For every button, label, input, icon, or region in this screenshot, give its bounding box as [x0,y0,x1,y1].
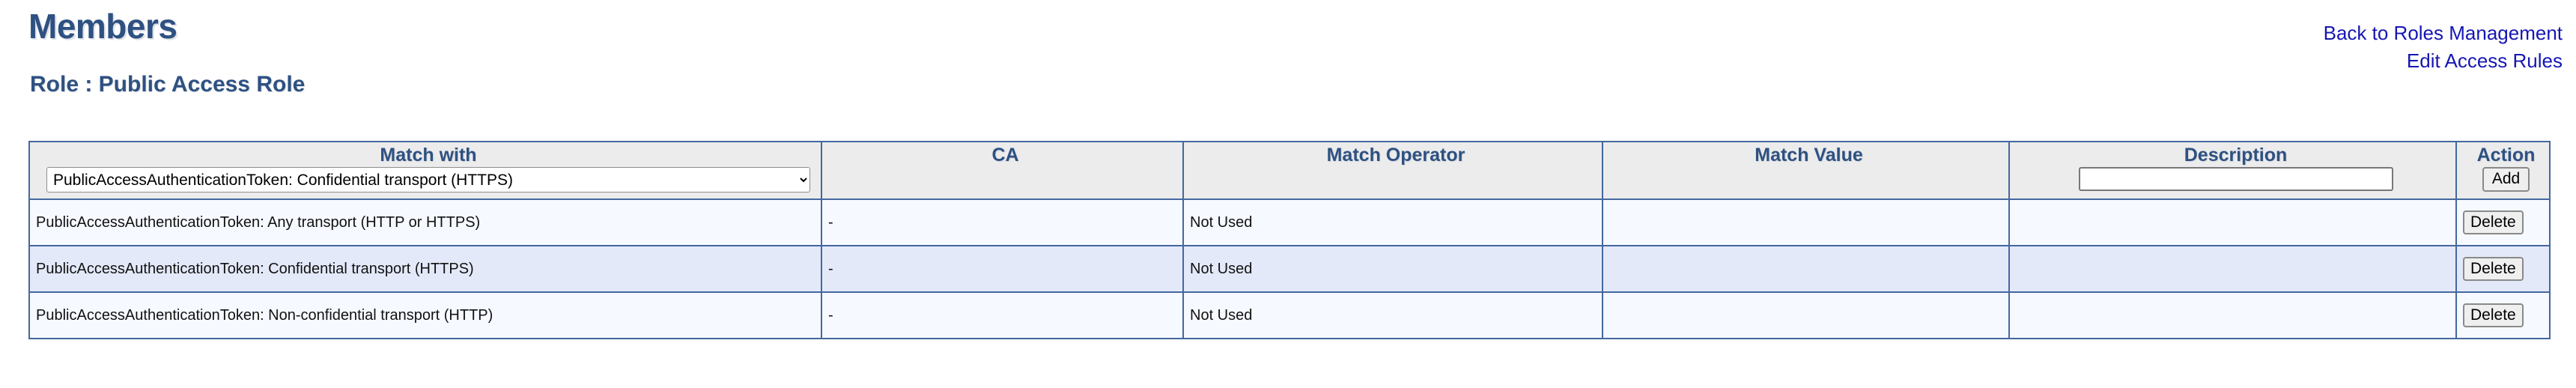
cell-ca: - [821,291,1184,340]
add-match-with-field: PublicAccessAuthenticationToken: Any tra… [36,167,821,193]
column-header-description: Description [2008,140,2457,201]
column-header-match-operator: Match Operator [1182,140,1603,201]
page-title: Members [28,7,177,46]
access-rules-table: Match with PublicAccessAuthenticationTok… [28,140,2551,340]
column-label-match-operator: Match Operator [1326,145,1465,166]
cell-action: Delete [2455,245,2551,294]
description-input[interactable] [2078,167,2393,192]
table-body: PublicAccessAuthenticationToken: Any tra… [28,198,2551,340]
cell-match-value [1602,245,2010,294]
cell-match-value [1602,198,2010,247]
cell-match-operator: Not Used [1182,198,1603,247]
add-ca-field [828,167,1182,193]
delete-button[interactable]: Delete [2463,303,2524,328]
table-row: PublicAccessAuthenticationToken: Any tra… [28,198,2551,247]
match-with-select[interactable]: PublicAccessAuthenticationToken: Any tra… [46,167,810,193]
cell-ca: - [821,245,1184,294]
cell-description [2008,245,2457,294]
table-header-row: Match with PublicAccessAuthenticationTok… [28,140,2551,201]
add-action-field: Add [2463,167,2549,193]
table-row: PublicAccessAuthenticationToken: Confide… [28,245,2551,294]
cell-match-operator: Not Used [1182,291,1603,340]
delete-button[interactable]: Delete [2463,210,2524,235]
cell-match-with: PublicAccessAuthenticationToken: Non-con… [28,291,822,340]
cell-description [2008,291,2457,340]
add-match-value-field [1609,167,2008,193]
add-description-field [2016,167,2455,193]
column-header-match-value: Match Value [1602,140,2010,201]
column-header-action: Action Add [2455,140,2551,201]
page-header: Members Role : Public Access Role Back t… [0,0,2576,131]
column-label-match-with: Match with [380,145,477,166]
column-label-match-value: Match Value [1755,145,1863,166]
back-to-roles-management-link[interactable]: Back to Roles Management [2323,22,2563,44]
column-header-ca: CA [821,140,1184,201]
cell-description [2008,198,2457,247]
delete-button[interactable]: Delete [2463,257,2524,282]
role-subtitle: Role : Public Access Role [30,72,306,97]
cell-match-with: PublicAccessAuthenticationToken: Any tra… [28,198,822,247]
column-label-ca: CA [991,145,1019,166]
cell-ca: - [821,198,1184,247]
cell-action: Delete [2455,291,2551,340]
cell-match-value [1602,291,2010,340]
column-label-action: Action [2476,145,2536,166]
edit-access-rules-link[interactable]: Edit Access Rules [2406,49,2563,72]
column-header-match-with: Match with PublicAccessAuthenticationTok… [28,140,822,201]
cell-action: Delete [2455,198,2551,247]
table-row: PublicAccessAuthenticationToken: Non-con… [28,291,2551,340]
cell-match-with: PublicAccessAuthenticationToken: Confide… [28,245,822,294]
header-links: Back to Roles Management Edit Access Rul… [2324,19,2563,75]
cell-match-operator: Not Used [1182,245,1603,294]
add-match-operator-field [1190,167,1602,193]
column-label-description: Description [2184,145,2288,166]
access-rules-table-wrapper: Match with PublicAccessAuthenticationTok… [28,140,2551,340]
add-button[interactable]: Add [2482,167,2530,192]
